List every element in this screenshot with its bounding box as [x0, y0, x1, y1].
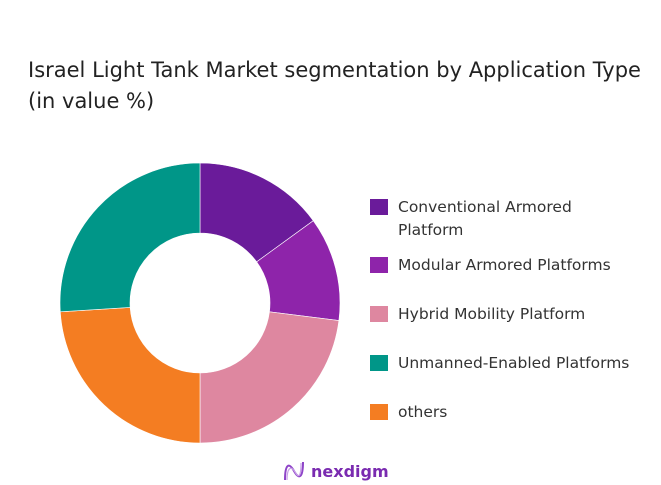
legend-swatch [370, 199, 388, 215]
legend-swatch [370, 257, 388, 273]
nexdigm-logo: nexdigm [283, 460, 389, 482]
legend-label: Unmanned-Enabled Platforms [398, 354, 630, 372]
slice-unmanned-enabled-platforms [59, 162, 201, 313]
legend-item: others [370, 401, 660, 424]
legend-item: Conventional Armored Platform [370, 196, 660, 242]
legend-label: Hybrid Mobility Platform [398, 305, 586, 323]
logo-text: nexdigm [311, 461, 389, 481]
nexdigm-logo-icon [284, 461, 304, 481]
legend-item: Hybrid Mobility Platform [370, 303, 660, 326]
slice-hybrid-mobility-platform [199, 311, 340, 444]
legend-label: others [398, 403, 448, 421]
legend-swatch [370, 306, 388, 322]
legend-swatch [370, 355, 388, 371]
legend-label: Conventional Armored Platform [398, 198, 572, 239]
legend-item: Unmanned-Enabled Platforms [370, 352, 660, 375]
slice-others [59, 307, 201, 444]
chart-title: Israel Light Tank Market segmentation by… [28, 58, 641, 113]
legend-label: Modular Armored Platforms [398, 256, 611, 274]
legend-swatch [370, 404, 388, 420]
legend-item: Modular Armored Platforms [370, 254, 660, 277]
